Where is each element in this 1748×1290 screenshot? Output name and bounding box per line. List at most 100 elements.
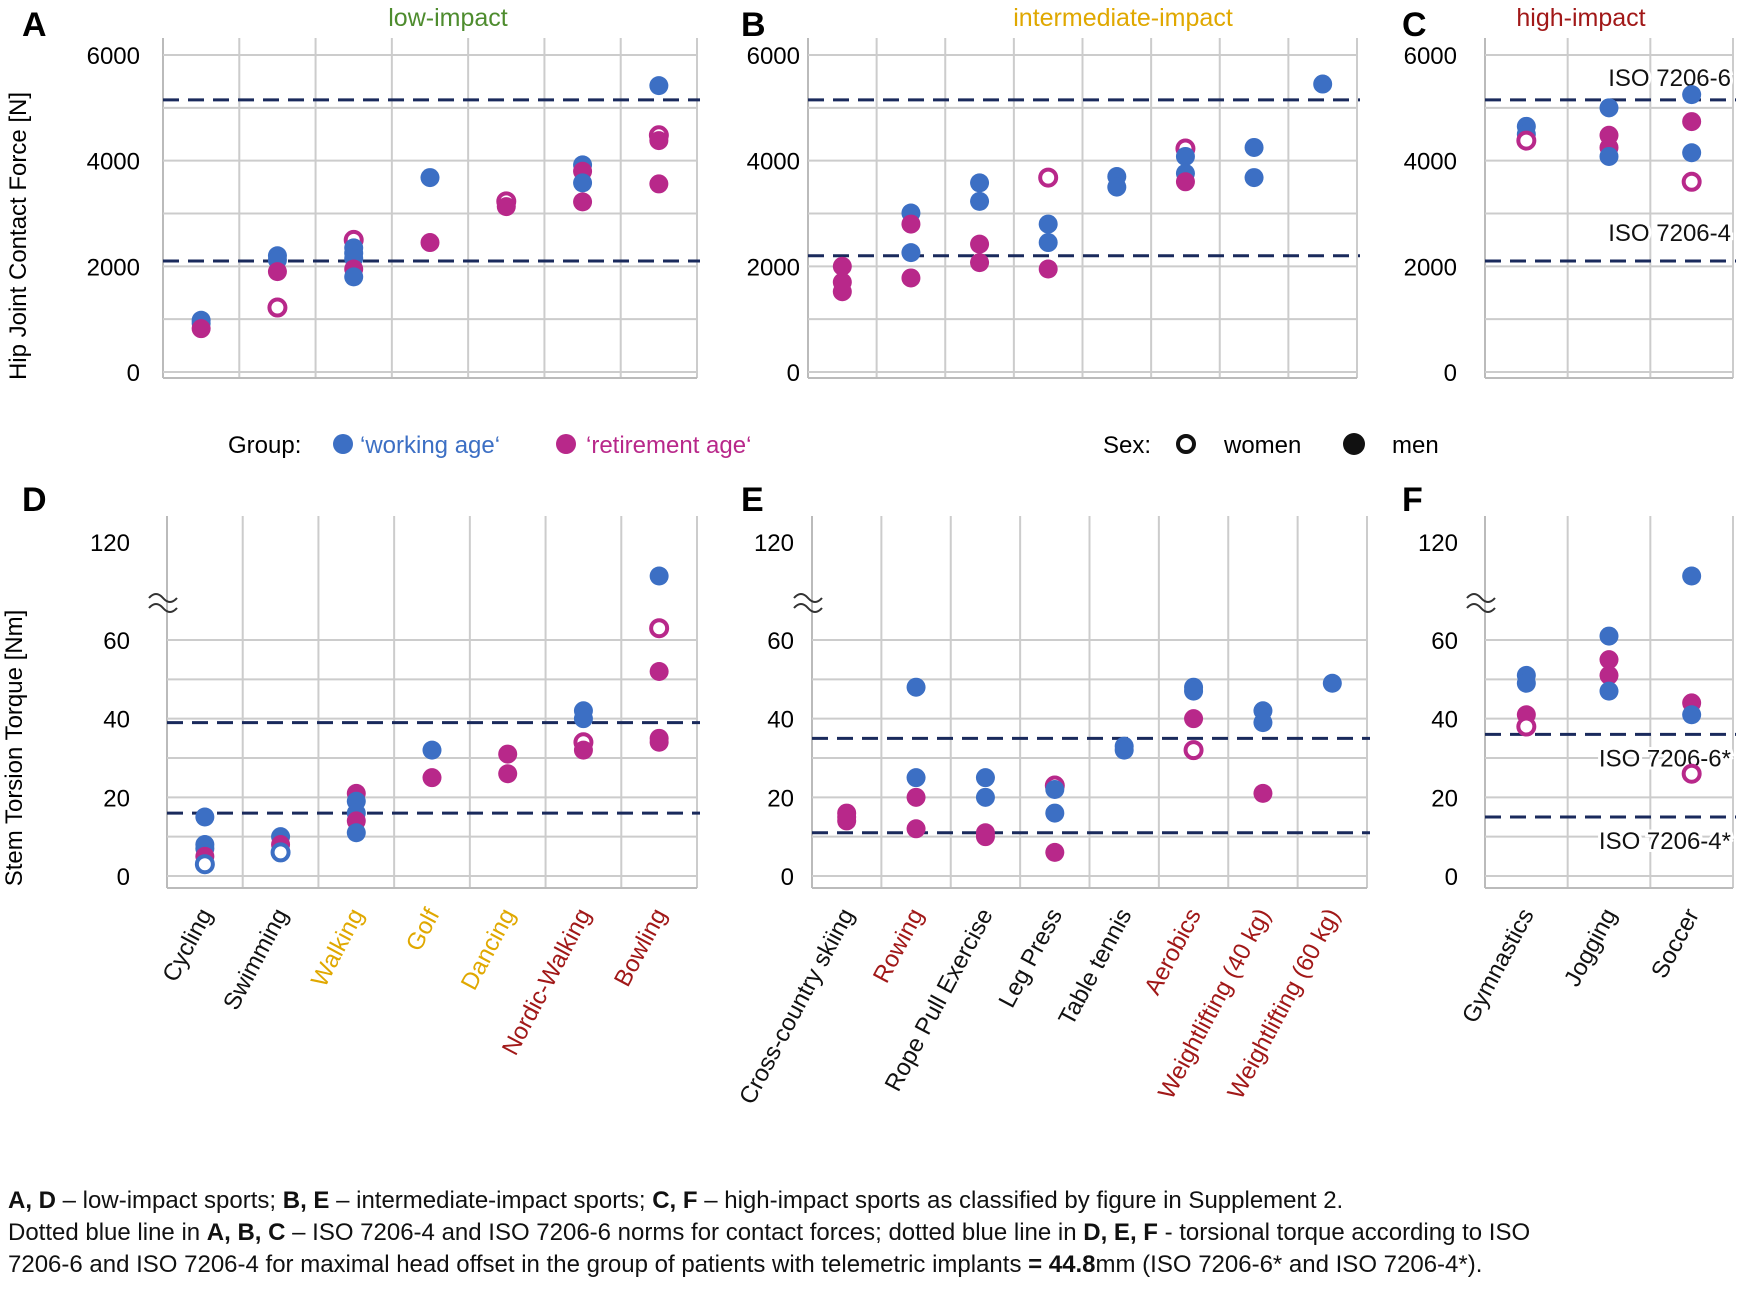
category-label: Cycling: [157, 904, 218, 986]
data-point-men: [649, 661, 669, 681]
panel-title: low-impact: [388, 4, 508, 32]
data-point-men: [1682, 566, 1702, 586]
legend-retirement-age-label: ‘retirement age‘: [586, 432, 751, 459]
caption-bold: C, F: [652, 1187, 698, 1214]
category-label: Cross-country skiing: [734, 904, 860, 1109]
data-point-men: [573, 709, 593, 729]
y-tick-label: 120: [754, 530, 794, 557]
data-point-men: [906, 677, 926, 697]
y-tick-label: 4000: [747, 149, 800, 176]
iso-reference-label: ISO 7206-6*: [1599, 745, 1731, 772]
legend-sex-label: Sex:: [1103, 432, 1151, 459]
data-point-men: [901, 214, 921, 234]
legend-group-label: Group:: [228, 432, 301, 459]
caption-bold: D, E, F: [1083, 1219, 1158, 1246]
y-tick-label: 40: [767, 707, 794, 734]
y-tick-label: 6000: [747, 43, 800, 70]
caption-text: – high-impact sports as classified by fi…: [697, 1187, 1344, 1214]
y-tick-label: 0: [787, 360, 800, 387]
data-point-men: [1114, 740, 1134, 760]
data-point-men: [906, 768, 926, 788]
caption-text: – ISO 7206-4 and ISO 7206-6 norms for co…: [285, 1219, 1084, 1246]
data-point-men: [1682, 705, 1702, 725]
data-point-men: [1682, 143, 1702, 163]
data-point-men: [975, 768, 995, 788]
data-point-women: [1183, 740, 1204, 761]
y-tick-label: 40: [1431, 707, 1458, 734]
caption-text: – low-impact sports;: [56, 1187, 283, 1214]
data-point-men: [1184, 709, 1204, 729]
panel-letter: C: [1402, 6, 1427, 44]
data-point-men: [267, 262, 287, 282]
y-tick-label: 120: [1418, 530, 1458, 557]
y-axis-title-force: Hip Joint Contact Force [N]: [5, 92, 32, 380]
y-tick-label: 20: [767, 785, 794, 812]
data-point-men: [498, 764, 518, 784]
data-point-men: [498, 744, 518, 764]
data-point-men: [191, 319, 211, 339]
y-tick-label: 0: [127, 360, 140, 387]
y-tick-label: 0: [1445, 864, 1458, 891]
caption-bold: A, B, C: [206, 1219, 286, 1246]
data-point-men: [649, 732, 669, 752]
y-tick-label: 60: [767, 628, 794, 655]
legend-working-age-label: ‘working age‘: [360, 432, 500, 459]
data-point-men: [195, 807, 215, 827]
data-point-men: [970, 253, 990, 273]
panel-letter: E: [741, 481, 764, 519]
data-point-men: [573, 740, 593, 760]
legend-working-age-marker: [333, 434, 353, 454]
y-tick-label: 0: [117, 864, 130, 891]
data-point-men: [1599, 665, 1619, 685]
data-point-men: [649, 76, 669, 96]
data-point-men: [906, 819, 926, 839]
data-point-men: [1599, 98, 1619, 118]
category-label: Soccer: [1646, 904, 1705, 983]
caption-line-3: 7206-6 and ISO 7206-4 for maximal head o…: [8, 1249, 1738, 1281]
data-point-men: [420, 233, 440, 253]
data-point-men: [1045, 803, 1065, 823]
data-point-men: [906, 787, 926, 807]
data-point-men: [970, 173, 990, 193]
y-tick-label: 60: [1431, 628, 1458, 655]
data-point-men: [1682, 112, 1702, 132]
y-tick-label: 2000: [1404, 254, 1457, 281]
data-point-men: [832, 282, 852, 302]
caption-text: mm (ISO 7206-6* and ISO 7206-4*).: [1095, 1251, 1483, 1278]
data-point-men: [1682, 85, 1702, 105]
y-tick-label: 20: [103, 785, 130, 812]
y-tick-label: 4000: [87, 149, 140, 176]
data-point-men: [1045, 842, 1065, 862]
legend-women-marker: [1176, 434, 1196, 454]
caption-bold: = 44.8: [1028, 1251, 1096, 1278]
y-tick-label: 40: [103, 707, 130, 734]
data-point-men: [901, 268, 921, 288]
data-point-women: [1681, 763, 1702, 784]
y-tick-label: 4000: [1404, 149, 1457, 176]
legend-retirement-age-marker: [556, 434, 576, 454]
figure-caption: A, D – low-impact sports; B, E – interme…: [8, 1185, 1738, 1281]
panel-letter: A: [22, 6, 47, 44]
caption-text: – intermediate-impact sports;: [329, 1187, 653, 1214]
y-tick-label: 20: [1431, 785, 1458, 812]
data-point-men: [1253, 783, 1273, 803]
data-point-men: [1038, 259, 1058, 279]
category-label: Swimming: [218, 904, 294, 1014]
iso-reference-label: ISO 7206-6: [1608, 65, 1731, 92]
data-point-men: [1038, 214, 1058, 234]
data-point-men: [420, 168, 440, 188]
data-point-men: [1045, 779, 1065, 799]
data-point-men: [975, 787, 995, 807]
data-point-men: [901, 243, 921, 263]
caption-text: 7206-6 and ISO 7206-4 for maximal head o…: [8, 1251, 1029, 1278]
data-point-men: [970, 191, 990, 211]
data-point-men: [1322, 673, 1342, 693]
data-point-men: [1244, 137, 1264, 157]
data-point-men: [1244, 168, 1264, 188]
data-point-women: [1038, 167, 1059, 188]
panel-title: intermediate-impact: [1013, 4, 1233, 32]
y-axis-title-torque: Stem Torsion Torque [Nm]: [1, 610, 28, 887]
axis-break-mark: [1466, 593, 1496, 613]
